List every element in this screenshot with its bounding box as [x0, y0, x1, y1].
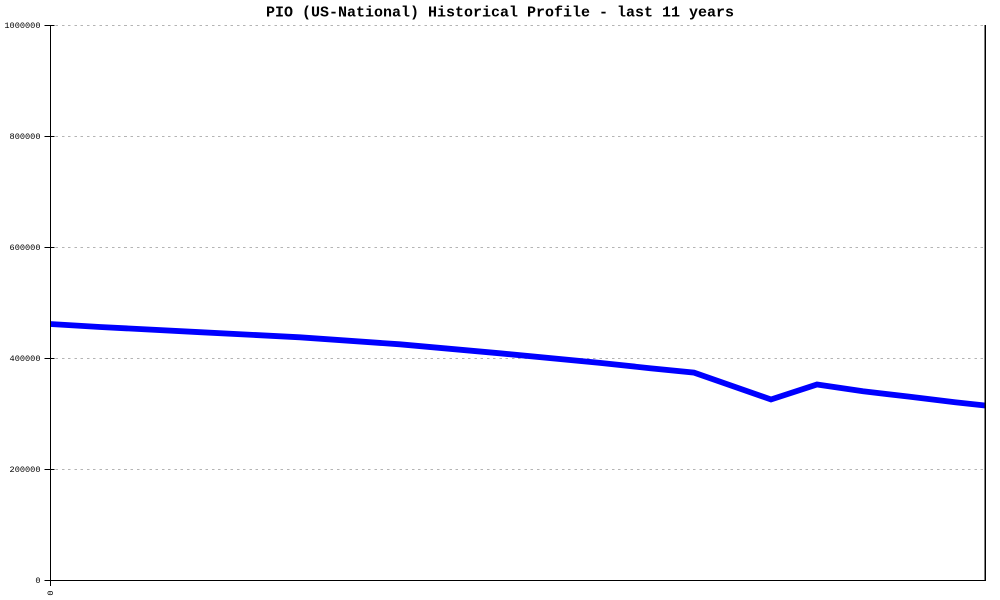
- svg-text:800000: 800000: [10, 132, 41, 142]
- svg-text:1000000: 1000000: [4, 21, 40, 31]
- svg-text:0: 0: [46, 590, 56, 595]
- svg-text:0: 0: [35, 576, 40, 586]
- svg-text:400000: 400000: [10, 354, 41, 364]
- svg-text:PIO (US-National) Historical P: PIO (US-National) Historical Profile - l…: [266, 5, 734, 22]
- svg-text:200000: 200000: [10, 465, 41, 475]
- svg-text:600000: 600000: [10, 243, 41, 253]
